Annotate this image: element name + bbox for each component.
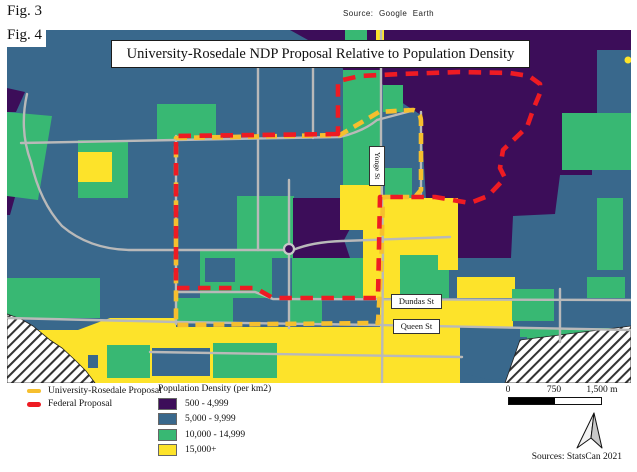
density-row: 500 - 4,999 xyxy=(158,397,271,410)
hatched-area-southwest xyxy=(7,313,96,383)
university-rosedale-boundary xyxy=(173,107,424,328)
color-swatch-yellow xyxy=(158,444,177,456)
color-swatch-blue xyxy=(158,413,177,425)
federal-dash-swatch xyxy=(27,402,41,407)
density-row: 5,000 - 9,999 xyxy=(158,413,271,425)
density-row: 10,000 - 14,999 xyxy=(158,428,271,441)
scale-bar-filled-segment xyxy=(509,398,555,404)
fig3-label: Fig. 3 xyxy=(7,3,43,19)
color-swatch-green xyxy=(158,428,177,441)
density-row-label: 500 - 4,999 xyxy=(185,398,229,409)
density-legend: Population Density (per km2) 500 - 4,999… xyxy=(158,384,271,456)
queen-street-label: Queen St xyxy=(393,319,440,334)
google-earth-source: Source: Google Earth xyxy=(343,9,434,18)
density-row-label: 10,000 - 14,999 xyxy=(185,429,246,440)
hatched-area-southeast xyxy=(504,325,631,383)
legend-item-label: University-Rosedale Proposal xyxy=(48,385,162,396)
yonge-street-label: Yonge St xyxy=(369,146,385,186)
density-row-label: 5,000 - 9,999 xyxy=(185,414,236,424)
statscan-source: Sources: StatsCan 2021 xyxy=(531,452,622,462)
scale-tick-750: 750 xyxy=(546,385,562,395)
color-swatch-purple xyxy=(158,397,177,410)
density-legend-header: Population Density (per km2) xyxy=(158,384,272,394)
scale-tick-0: 0 xyxy=(505,385,511,395)
census-tracts xyxy=(7,30,631,383)
legend-item-label: Federal Proposal xyxy=(48,399,113,410)
north-arrow-icon xyxy=(576,412,603,449)
university-rosedale-dash-swatch xyxy=(27,388,41,393)
map-title: University-Rosedale NDP Proposal Relativ… xyxy=(111,40,530,68)
dundas-street-label: Dundas St xyxy=(391,294,442,309)
proposal-legend: University-Rosedale Proposal Federal Pro… xyxy=(27,384,162,411)
federal-boundary xyxy=(173,69,543,301)
density-row: 15,000+ xyxy=(158,444,271,456)
map-canvas xyxy=(7,30,631,383)
legend-item-university-rosedale: University-Rosedale Proposal xyxy=(27,384,162,398)
queens-park-circle xyxy=(282,242,296,256)
fig4-label: Fig. 4 xyxy=(7,27,43,43)
density-row-label: 15,000+ xyxy=(185,445,217,455)
scale-tick-1500: 1,500 m xyxy=(586,385,618,395)
legend-item-federal: Federal Proposal xyxy=(27,398,162,412)
scale-bar xyxy=(508,397,602,405)
fig4-background xyxy=(0,25,46,47)
